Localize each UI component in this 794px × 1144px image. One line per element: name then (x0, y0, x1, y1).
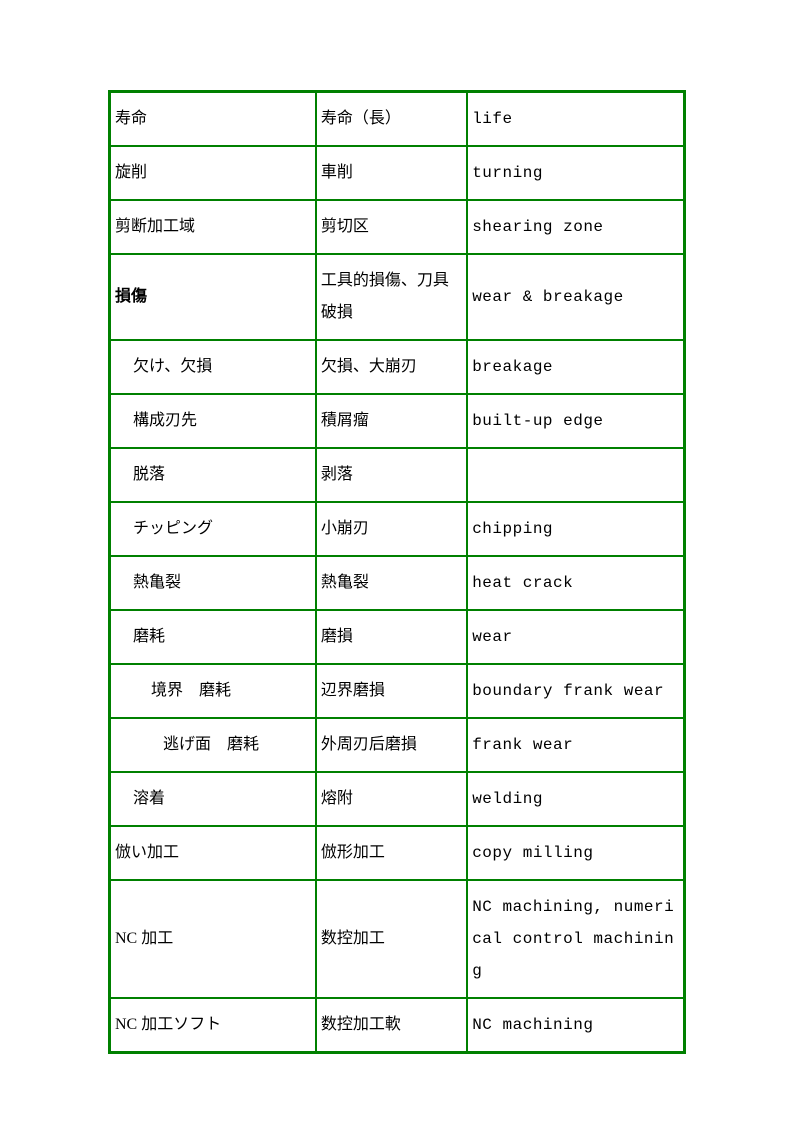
table-row: 脱落剥落 (110, 448, 684, 502)
table-row: 境界 磨耗辺界磨損boundary frank wear (110, 664, 684, 718)
cell-english: NC machining (467, 998, 684, 1052)
cell-english: boundary frank wear (467, 664, 684, 718)
table-row: 損傷工具的損傷、刀具破損wear & breakage (110, 254, 684, 340)
table-row: 構成刃先積屑瘤built-up edge (110, 394, 684, 448)
table-row: 寿命寿命（長）life (110, 92, 684, 146)
table-row: 欠け、欠損欠損、大崩刃breakage (110, 340, 684, 394)
cell-japanese: 損傷 (110, 254, 316, 340)
cell-chinese: 外周刃后磨損 (316, 718, 467, 772)
cell-chinese: 車削 (316, 146, 467, 200)
cell-chinese: 数控加工 (316, 880, 467, 998)
cell-english: heat crack (467, 556, 684, 610)
cell-chinese: 剪切区 (316, 200, 467, 254)
cell-english: life (467, 92, 684, 146)
cell-japanese: 溶着 (110, 772, 316, 826)
cell-japanese: 旋削 (110, 146, 316, 200)
cell-japanese: 寿命 (110, 92, 316, 146)
cell-japanese: NC 加工 (110, 880, 316, 998)
cell-chinese: 小崩刃 (316, 502, 467, 556)
cell-english: wear & breakage (467, 254, 684, 340)
table-body: 寿命寿命（長）life旋削車削turning剪断加工域剪切区shearing z… (110, 92, 684, 1052)
cell-japanese: 欠け、欠損 (110, 340, 316, 394)
cell-japanese: 熱亀裂 (110, 556, 316, 610)
cell-japanese: 磨耗 (110, 610, 316, 664)
cell-japanese: 脱落 (110, 448, 316, 502)
cell-japanese: チッピング (110, 502, 316, 556)
cell-chinese: 熔附 (316, 772, 467, 826)
cell-english: shearing zone (467, 200, 684, 254)
cell-english: welding (467, 772, 684, 826)
cell-japanese: 構成刃先 (110, 394, 316, 448)
cell-chinese: 積屑瘤 (316, 394, 467, 448)
cell-japanese: 倣い加工 (110, 826, 316, 880)
cell-chinese: 欠損、大崩刃 (316, 340, 467, 394)
cell-chinese: 辺界磨損 (316, 664, 467, 718)
document-page: 寿命寿命（長）life旋削車削turning剪断加工域剪切区shearing z… (0, 0, 794, 1144)
cell-chinese: 熱亀裂 (316, 556, 467, 610)
cell-english: copy milling (467, 826, 684, 880)
cell-english (467, 448, 684, 502)
cell-chinese: 倣形加工 (316, 826, 467, 880)
cell-japanese: 剪断加工域 (110, 200, 316, 254)
table-row: 旋削車削turning (110, 146, 684, 200)
cell-chinese: 数控加工軟 (316, 998, 467, 1052)
table-row: 溶着熔附welding (110, 772, 684, 826)
table-row: 倣い加工倣形加工copy milling (110, 826, 684, 880)
cell-english: NC machining, numerical control machinin… (467, 880, 684, 998)
cell-english: built-up edge (467, 394, 684, 448)
cell-english: frank wear (467, 718, 684, 772)
terminology-table: 寿命寿命（長）life旋削車削turning剪断加工域剪切区shearing z… (108, 90, 686, 1054)
table-row: NC 加工数控加工NC machining, numerical control… (110, 880, 684, 998)
cell-japanese: 逃げ面 磨耗 (110, 718, 316, 772)
cell-english: wear (467, 610, 684, 664)
cell-chinese: 工具的損傷、刀具破損 (316, 254, 467, 340)
cell-english: turning (467, 146, 684, 200)
cell-chinese: 剥落 (316, 448, 467, 502)
cell-japanese: NC 加工ソフト (110, 998, 316, 1052)
cell-chinese: 寿命（長） (316, 92, 467, 146)
cell-japanese: 境界 磨耗 (110, 664, 316, 718)
table-row: 磨耗磨損wear (110, 610, 684, 664)
cell-english: chipping (467, 502, 684, 556)
table-row: NC 加工ソフト数控加工軟NC machining (110, 998, 684, 1052)
table-row: 剪断加工域剪切区shearing zone (110, 200, 684, 254)
table-row: 熱亀裂熱亀裂heat crack (110, 556, 684, 610)
cell-chinese: 磨損 (316, 610, 467, 664)
cell-english: breakage (467, 340, 684, 394)
table-row: 逃げ面 磨耗外周刃后磨損frank wear (110, 718, 684, 772)
table-row: チッピング小崩刃chipping (110, 502, 684, 556)
